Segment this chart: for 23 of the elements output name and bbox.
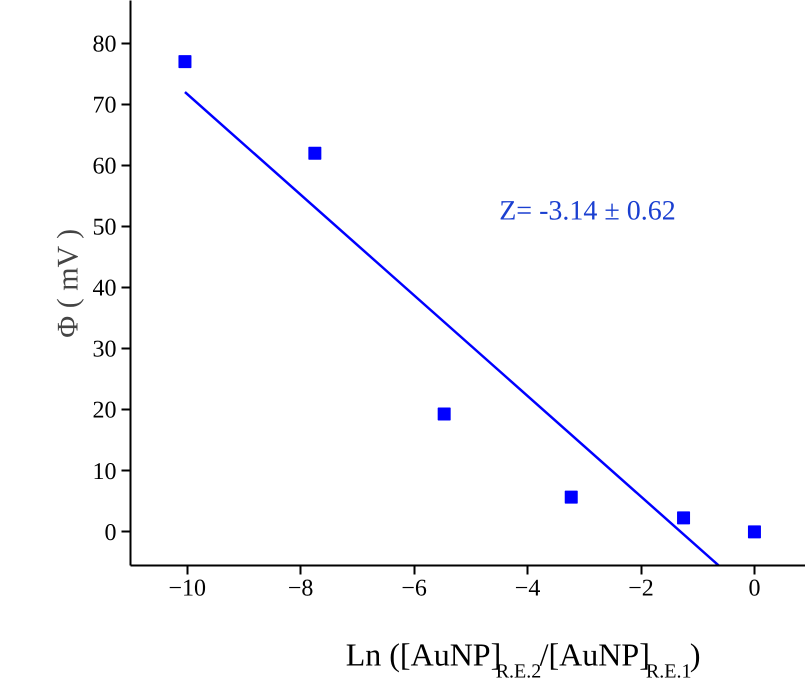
point [438, 408, 451, 421]
y-tick-label: 50 [92, 214, 116, 240]
y-tick-label: 30 [92, 336, 116, 363]
point [564, 490, 578, 504]
point [677, 511, 690, 524]
y-tick-label: 10 [92, 458, 116, 485]
point [178, 55, 192, 68]
y-tick-label: 40 [92, 276, 116, 302]
y-tick-label: 0 [104, 520, 116, 546]
x-tick-label: −2 [628, 576, 654, 602]
x-tick-label: −8 [288, 576, 314, 602]
annotation: Z= -3.14 ± 0.62 [499, 196, 676, 226]
y-tick-label: 70 [92, 92, 116, 118]
x-tick-label: −6 [401, 576, 427, 602]
y-axis-title: Φ ( mV ) [52, 228, 84, 338]
point [308, 146, 322, 160]
y-tick-label: 80 [92, 31, 116, 58]
y-tick-label: 20 [92, 398, 116, 424]
x-tick-label: −4 [514, 576, 540, 602]
point [748, 525, 761, 538]
x-tick-label: −10 [168, 576, 206, 602]
x-tick-label: 0 [748, 576, 760, 602]
y-tick-label: 60 [92, 153, 116, 180]
